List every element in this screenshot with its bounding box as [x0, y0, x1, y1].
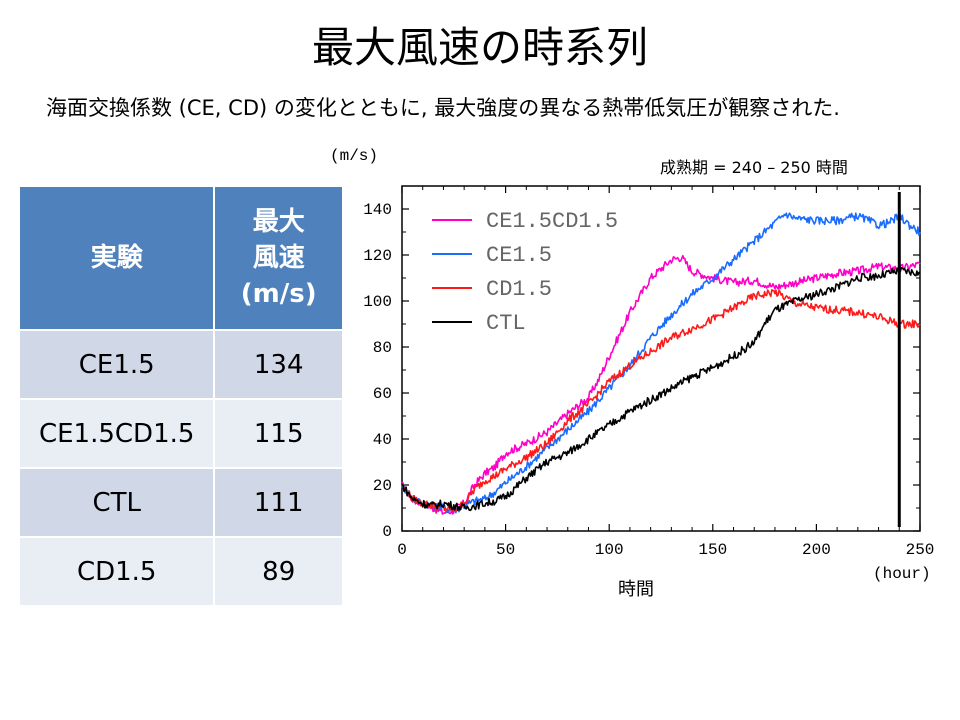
cell-experiment: CE1.5	[17, 329, 216, 400]
legend-label: CE1.5	[486, 243, 552, 268]
y-tick-label: 120	[363, 247, 392, 265]
cell-max-wind: 111	[213, 467, 344, 538]
table-row: CE1.5 134	[17, 329, 344, 400]
series-line-ctl	[401, 266, 921, 512]
cell-experiment: CTL	[17, 467, 216, 538]
x-tick-label: 150	[698, 541, 727, 559]
x-tick-label: 200	[802, 541, 831, 559]
slide-subtitle: 海面交換係数 (CE, CD) の変化とともに, 最大強度の異なる熱帯低気圧が観…	[46, 96, 840, 120]
x-tick-label: 0	[397, 541, 407, 559]
y-axis-unit: (m/s)	[330, 147, 378, 165]
cell-experiment: CD1.5	[17, 536, 216, 607]
series-line-cd1-5	[401, 289, 921, 513]
series-line-ce1-5cd1-5	[401, 254, 921, 515]
table-row: CE1.5CD1.5 115	[17, 398, 344, 469]
slide-title: 最大風速の時系列	[311, 23, 648, 72]
table-row: CD1.5 89	[17, 536, 344, 607]
header-max-wind-line1: 最大	[252, 207, 305, 237]
cell-experiment: CE1.5CD1.5	[17, 398, 216, 469]
header-max-wind: 最大 風速 (m/s)	[213, 185, 344, 331]
legend-label: CD1.5	[486, 277, 552, 302]
header-max-wind-line2: 風速	[252, 243, 305, 273]
x-axis-label: 時間	[618, 579, 654, 600]
y-tick-label: 20	[373, 477, 392, 495]
table-row: CTL 111	[17, 467, 344, 538]
x-axis-unit: (hour)	[873, 565, 931, 583]
cell-max-wind: 115	[213, 398, 344, 469]
cell-max-wind: 89	[213, 536, 344, 607]
y-tick-label: 40	[373, 431, 392, 449]
series-line-ce1-5	[401, 211, 921, 514]
mature-period-note: 成熟期 = 240 – 250 時間	[660, 158, 848, 177]
y-tick-label: 100	[363, 293, 392, 311]
x-tick-label: 50	[496, 541, 515, 559]
results-table: 実験 最大 風速 (m/s) CE1.5 134 CE1.5CD1.5 115 …	[17, 185, 344, 607]
cell-max-wind: 134	[213, 329, 344, 400]
x-tick-label: 250	[906, 541, 935, 559]
y-tick-label: 0	[382, 523, 392, 541]
y-tick-label: 140	[363, 201, 392, 219]
plot-frame	[401, 185, 921, 532]
x-tick-label: 100	[595, 541, 624, 559]
y-tick-label: 80	[373, 339, 392, 357]
legend-label: CE1.5CD1.5	[486, 209, 618, 234]
header-experiment: 実験	[17, 185, 216, 331]
legend-label: CTL	[486, 311, 526, 336]
table-header-row: 実験 最大 風速 (m/s)	[17, 185, 344, 331]
y-tick-label: 60	[373, 385, 392, 403]
max-wind-time-series-chart: 0 50 100 150 200 250 0 20 40 60 80 100 120 140 (m/s) (h…	[330, 147, 935, 583]
header-max-wind-line3: (m/s)	[240, 279, 317, 309]
